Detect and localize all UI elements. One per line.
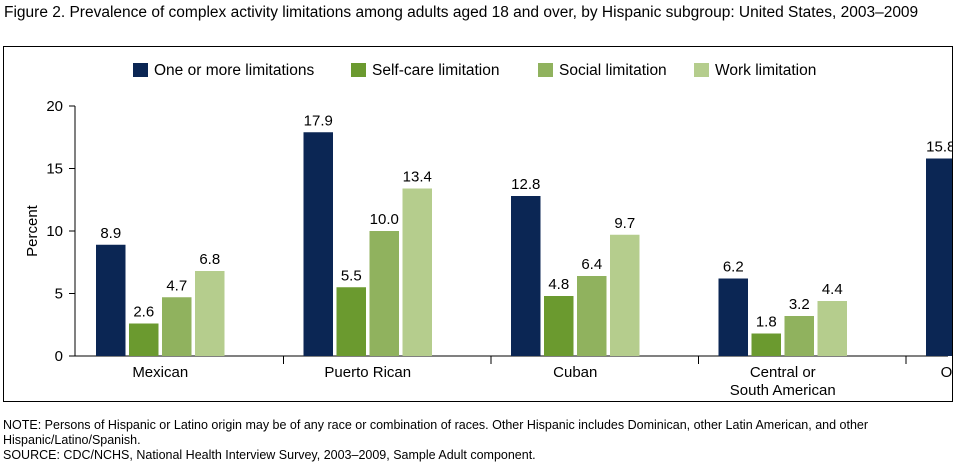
- figure-title: Figure 2. Prevalence of complex activity…: [4, 4, 919, 21]
- x-category-label: Central or: [750, 364, 816, 381]
- y-tick-label: 10: [46, 223, 63, 240]
- y-tick-label: 20: [46, 98, 63, 115]
- bar-value-label: 4.4: [822, 281, 843, 298]
- bar-chart: 0 5 10 15 20 Percent 8.9 2.6 4.7 6.8 Mexican 17.9 5.…: [24, 62, 952, 399]
- bar: [129, 323, 159, 356]
- bar: [751, 333, 781, 356]
- bar-value-label: 6.2: [723, 259, 744, 276]
- bar: [926, 158, 952, 356]
- legend-swatch: [538, 63, 553, 77]
- bar: [577, 276, 607, 356]
- x-category-label: Other Hispanic: [941, 364, 952, 381]
- figure-source: SOURCE: CDC/NCHS, National Health Interv…: [3, 448, 536, 462]
- bar-value-label: 8.9: [100, 225, 121, 242]
- bar: [162, 297, 192, 356]
- bar: [96, 244, 126, 356]
- bar: [718, 278, 748, 356]
- bar-value-label: 6.8: [199, 251, 220, 268]
- bar-value-label: 15.8: [926, 139, 952, 156]
- x-category-label: Puerto Rican: [324, 364, 411, 381]
- bar-value-label: 13.4: [403, 169, 432, 186]
- bar-value-label: 5.5: [341, 267, 362, 284]
- bar: [784, 316, 814, 356]
- bar-value-label: 4.7: [166, 277, 187, 294]
- figure-note: NOTE: Persons of Hispanic or Latino orig…: [3, 418, 869, 447]
- legend-label: One or more limitations: [154, 62, 314, 79]
- legend-label: Work limitation: [715, 62, 816, 79]
- bar: [336, 287, 366, 356]
- bar-value-label: 10.0: [370, 211, 399, 228]
- bar: [303, 132, 333, 356]
- figure-notes: NOTE: Persons of Hispanic or Latino orig…: [3, 418, 953, 463]
- bar-value-label: 9.7: [614, 215, 635, 232]
- chart-frame: 0 5 10 15 20 Percent 8.9 2.6 4.7 6.8 Mexican 17.9 5.…: [3, 46, 953, 402]
- bar-value-label: 2.6: [133, 304, 154, 321]
- bar: [195, 271, 225, 356]
- bar: [610, 234, 640, 356]
- legend-swatch: [351, 63, 366, 77]
- bar-value-label: 17.9: [304, 112, 333, 129]
- bar-value-label: 1.8: [756, 314, 777, 331]
- legend-swatch: [694, 63, 709, 77]
- y-tick-label: 0: [55, 348, 63, 365]
- bar-value-label: 12.8: [511, 176, 540, 193]
- bar-value-label: 3.2: [789, 296, 810, 313]
- bar: [817, 301, 847, 356]
- bar: [511, 196, 541, 356]
- bar: [402, 188, 432, 356]
- legend-swatch: [133, 63, 148, 77]
- bar-value-label: 4.8: [548, 276, 569, 293]
- bar-value-label: 6.4: [581, 256, 602, 273]
- x-category-label: Mexican: [132, 364, 188, 381]
- y-tick-label: 15: [46, 161, 63, 178]
- x-category-label: Cuban: [553, 364, 597, 381]
- legend-label: Social limitation: [559, 62, 667, 79]
- y-tick-label: 5: [55, 286, 63, 303]
- y-axis-title: Percent: [24, 204, 41, 257]
- x-category-label: South American: [730, 382, 836, 399]
- bar: [369, 231, 399, 356]
- bar: [544, 296, 574, 356]
- legend-label: Self-care limitation: [372, 62, 500, 79]
